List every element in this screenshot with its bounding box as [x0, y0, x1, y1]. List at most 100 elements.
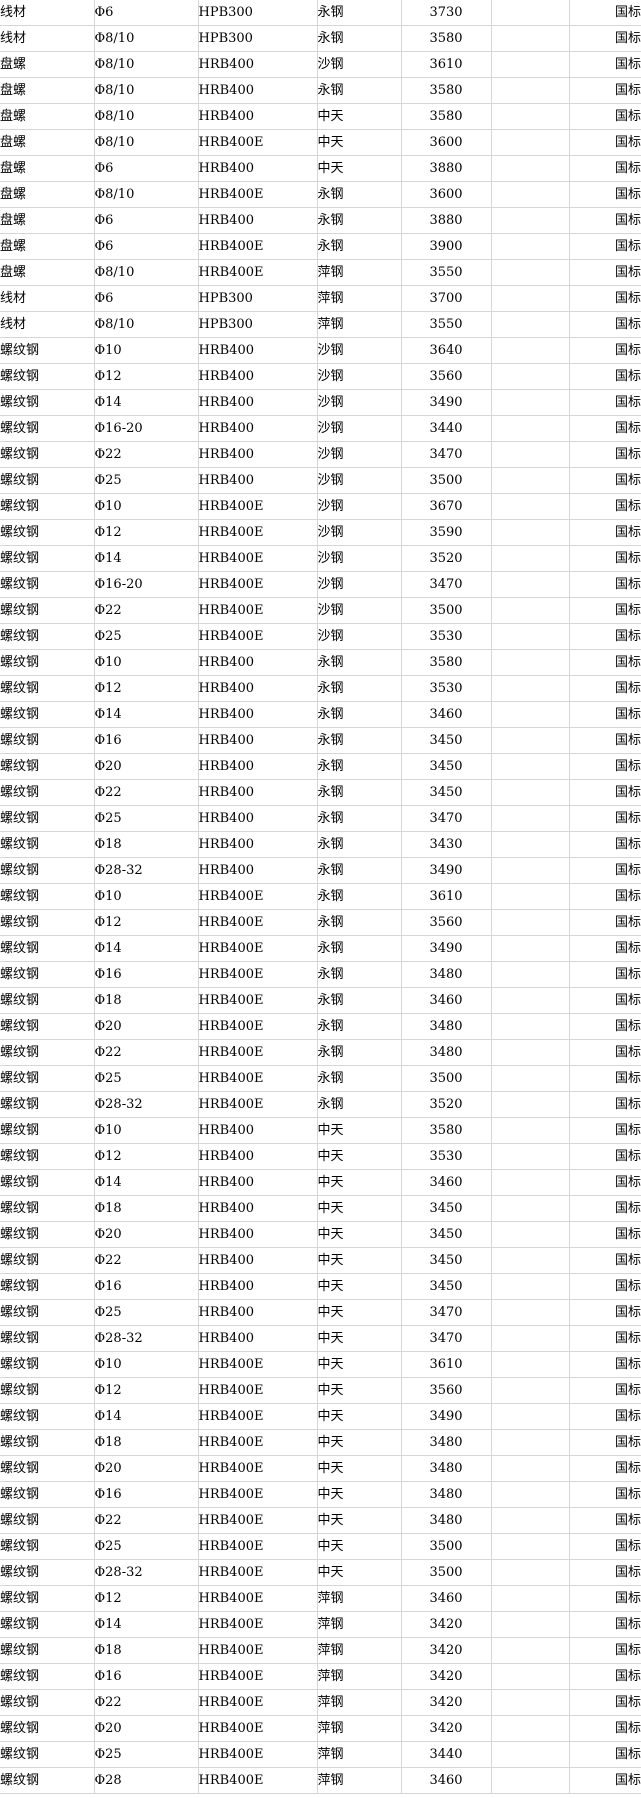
cell-spec[interactable]: Φ16 — [94, 961, 199, 988]
cell-product[interactable]: 螺纹钢 — [0, 1533, 95, 1560]
cell-product[interactable]: 螺纹钢 — [0, 1039, 95, 1066]
cell-empty[interactable] — [491, 259, 570, 286]
cell-standard[interactable]: 国标 — [569, 571, 641, 598]
cell-product[interactable]: 螺纹钢 — [0, 1143, 95, 1170]
cell-mill[interactable]: 沙钢 — [317, 337, 402, 364]
cell-empty[interactable] — [491, 311, 570, 338]
cell-price[interactable]: 3500 — [401, 467, 492, 494]
cell-price[interactable]: 3460 — [401, 1585, 492, 1612]
cell-product[interactable]: 螺纹钢 — [0, 545, 95, 572]
cell-empty[interactable] — [491, 935, 570, 962]
cell-spec[interactable]: Φ6 — [94, 285, 199, 312]
cell-spec[interactable]: Φ25 — [94, 805, 199, 832]
cell-product[interactable]: 螺纹钢 — [0, 753, 95, 780]
cell-empty[interactable] — [491, 649, 570, 676]
cell-price[interactable]: 3490 — [401, 857, 492, 884]
cell-empty[interactable] — [491, 415, 570, 442]
cell-price[interactable]: 3450 — [401, 1221, 492, 1248]
cell-mill[interactable]: 中天 — [317, 1403, 402, 1430]
cell-standard[interactable]: 国标 — [569, 1377, 641, 1404]
cell-empty[interactable] — [491, 467, 570, 494]
cell-standard[interactable]: 国标 — [569, 961, 641, 988]
cell-empty[interactable] — [491, 519, 570, 546]
cell-price[interactable]: 3880 — [401, 155, 492, 182]
cell-empty[interactable] — [491, 909, 570, 936]
cell-price[interactable]: 3530 — [401, 623, 492, 650]
cell-material[interactable]: HRB400 — [198, 363, 318, 390]
cell-empty[interactable] — [491, 1273, 570, 1300]
cell-mill[interactable]: 萍钢 — [317, 1663, 402, 1690]
cell-standard[interactable]: 国标 — [569, 1689, 641, 1716]
cell-mill[interactable]: 永钢 — [317, 753, 402, 780]
cell-material[interactable]: HPB300 — [198, 285, 318, 312]
cell-material[interactable]: HRB400E — [198, 961, 318, 988]
cell-spec[interactable]: Φ12 — [94, 1143, 199, 1170]
cell-price[interactable]: 3460 — [401, 1767, 492, 1794]
cell-standard[interactable]: 国标 — [569, 831, 641, 858]
cell-price[interactable]: 3640 — [401, 337, 492, 364]
cell-mill[interactable]: 永钢 — [317, 727, 402, 754]
cell-standard[interactable]: 国标 — [569, 1039, 641, 1066]
cell-material[interactable]: HRB400E — [198, 1611, 318, 1638]
cell-empty[interactable] — [491, 1689, 570, 1716]
cell-mill[interactable]: 沙钢 — [317, 441, 402, 468]
cell-price[interactable]: 3610 — [401, 1351, 492, 1378]
cell-mill[interactable]: 永钢 — [317, 649, 402, 676]
cell-empty[interactable] — [491, 1117, 570, 1144]
cell-material[interactable]: HRB400 — [198, 1325, 318, 1352]
cell-mill[interactable]: 永钢 — [317, 207, 402, 234]
cell-empty[interactable] — [491, 1559, 570, 1586]
cell-standard[interactable]: 国标 — [569, 987, 641, 1014]
cell-empty[interactable] — [491, 1455, 570, 1482]
cell-price[interactable]: 3490 — [401, 1403, 492, 1430]
cell-standard[interactable]: 国标 — [569, 285, 641, 312]
cell-product[interactable]: 螺纹钢 — [0, 441, 95, 468]
cell-product[interactable]: 盘螺 — [0, 51, 95, 78]
cell-empty[interactable] — [491, 155, 570, 182]
cell-price[interactable]: 3470 — [401, 571, 492, 598]
cell-price[interactable]: 3480 — [401, 1039, 492, 1066]
cell-mill[interactable]: 萍钢 — [317, 285, 402, 312]
cell-price[interactable]: 3560 — [401, 363, 492, 390]
cell-mill[interactable]: 中天 — [317, 1377, 402, 1404]
cell-mill[interactable]: 沙钢 — [317, 389, 402, 416]
cell-spec[interactable]: Φ6 — [94, 155, 199, 182]
cell-price[interactable]: 3480 — [401, 1455, 492, 1482]
cell-empty[interactable] — [491, 831, 570, 858]
cell-mill[interactable]: 沙钢 — [317, 545, 402, 572]
cell-spec[interactable]: Φ8/10 — [94, 129, 199, 156]
cell-price[interactable]: 3490 — [401, 935, 492, 962]
cell-spec[interactable]: Φ12 — [94, 675, 199, 702]
cell-spec[interactable]: Φ14 — [94, 701, 199, 728]
cell-price[interactable]: 3420 — [401, 1663, 492, 1690]
cell-spec[interactable]: Φ28-32 — [94, 1559, 199, 1586]
cell-price[interactable]: 3470 — [401, 805, 492, 832]
cell-standard[interactable]: 国标 — [569, 1507, 641, 1534]
cell-spec[interactable]: Φ25 — [94, 1741, 199, 1768]
cell-empty[interactable] — [491, 285, 570, 312]
cell-material[interactable]: HRB400E — [198, 259, 318, 286]
cell-standard[interactable]: 国标 — [569, 1273, 641, 1300]
cell-material[interactable]: HRB400E — [198, 571, 318, 598]
cell-spec[interactable]: Φ25 — [94, 1533, 199, 1560]
cell-spec[interactable]: Φ28-32 — [94, 1091, 199, 1118]
cell-spec[interactable]: Φ20 — [94, 1715, 199, 1742]
cell-mill[interactable]: 沙钢 — [317, 571, 402, 598]
cell-standard[interactable]: 国标 — [569, 779, 641, 806]
cell-mill[interactable]: 永钢 — [317, 77, 402, 104]
cell-price[interactable]: 3420 — [401, 1637, 492, 1664]
cell-empty[interactable] — [491, 1169, 570, 1196]
cell-spec[interactable]: Φ18 — [94, 1195, 199, 1222]
cell-empty[interactable] — [491, 207, 570, 234]
cell-spec[interactable]: Φ22 — [94, 1039, 199, 1066]
cell-mill[interactable]: 中天 — [317, 1169, 402, 1196]
cell-standard[interactable]: 国标 — [569, 545, 641, 572]
cell-empty[interactable] — [491, 493, 570, 520]
cell-mill[interactable]: 永钢 — [317, 1065, 402, 1092]
cell-spec[interactable]: Φ25 — [94, 1065, 199, 1092]
cell-material[interactable]: HRB400E — [198, 1013, 318, 1040]
cell-mill[interactable]: 中天 — [317, 1273, 402, 1300]
cell-mill[interactable]: 永钢 — [317, 961, 402, 988]
cell-mill[interactable]: 中天 — [317, 1559, 402, 1586]
cell-price[interactable]: 3560 — [401, 909, 492, 936]
